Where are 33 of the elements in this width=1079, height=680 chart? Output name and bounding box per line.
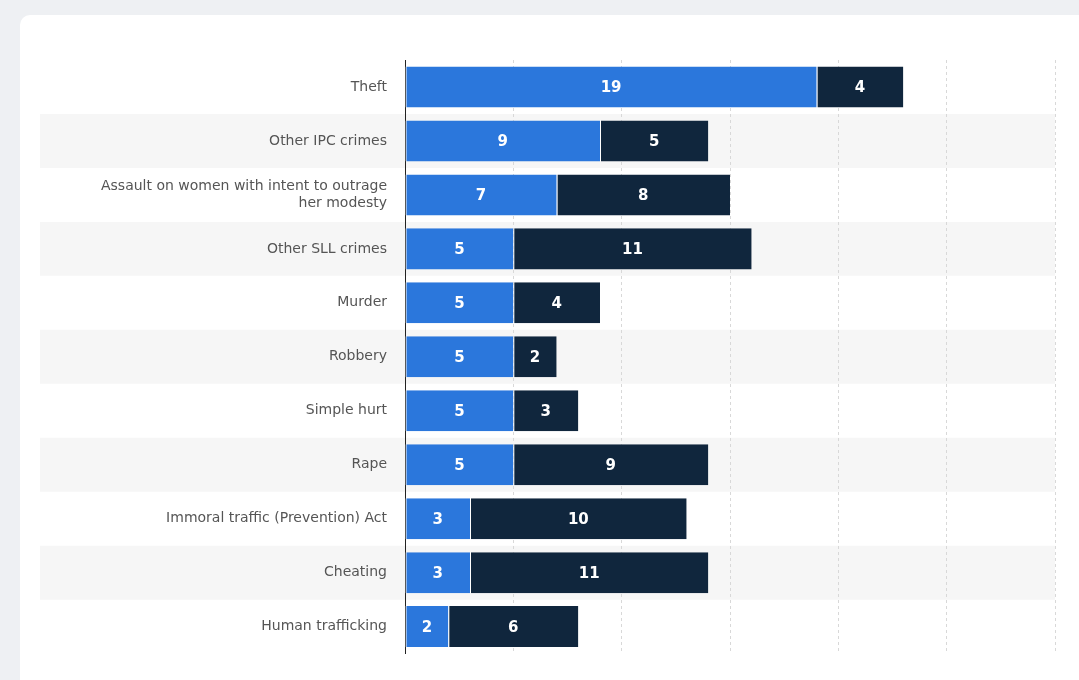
data-label: 2 xyxy=(529,347,541,366)
data-label: 5 xyxy=(648,131,660,150)
data-label: 5 xyxy=(454,347,465,366)
data-label: 11 xyxy=(578,563,600,582)
data-label: 9 xyxy=(605,455,617,474)
data-label: 7 xyxy=(475,185,487,204)
y-tick-label: Murder xyxy=(337,293,388,310)
y-tick-label: Rape xyxy=(351,455,387,472)
y-tick-label: Other SLL crimes xyxy=(266,239,387,256)
data-label: 2 xyxy=(421,617,433,636)
data-label: 19 xyxy=(600,77,622,96)
data-label: 4 xyxy=(551,293,562,312)
data-label: 4 xyxy=(854,77,866,96)
y-tick-label: Other IPC crimes xyxy=(269,131,387,148)
y-tick-label: Cheating xyxy=(324,563,387,580)
data-label: 10 xyxy=(567,509,589,528)
data-label: 5 xyxy=(454,455,465,474)
y-tick-label: Simple hurt xyxy=(305,401,388,418)
data-label: 5 xyxy=(454,239,465,258)
y-tick-label: Assault on women with intent to outrage her modesty xyxy=(100,177,387,210)
y-tick-label: Human trafficking xyxy=(261,617,387,634)
y-tick-label: Theft xyxy=(349,77,388,94)
y-tick-label: Robbery xyxy=(328,347,387,364)
data-label: 8 xyxy=(638,185,649,204)
data-label: 11 xyxy=(622,239,643,258)
data-label: 3 xyxy=(432,563,443,582)
data-label: 9 xyxy=(497,131,508,150)
data-label: 5 xyxy=(454,401,465,420)
data-label: 5 xyxy=(454,293,465,312)
data-label: 3 xyxy=(432,509,443,528)
data-label: 3 xyxy=(540,401,552,420)
y-tick-label: Immoral traffic (Prevention) Act xyxy=(166,509,388,526)
data-label: 6 xyxy=(508,617,519,636)
